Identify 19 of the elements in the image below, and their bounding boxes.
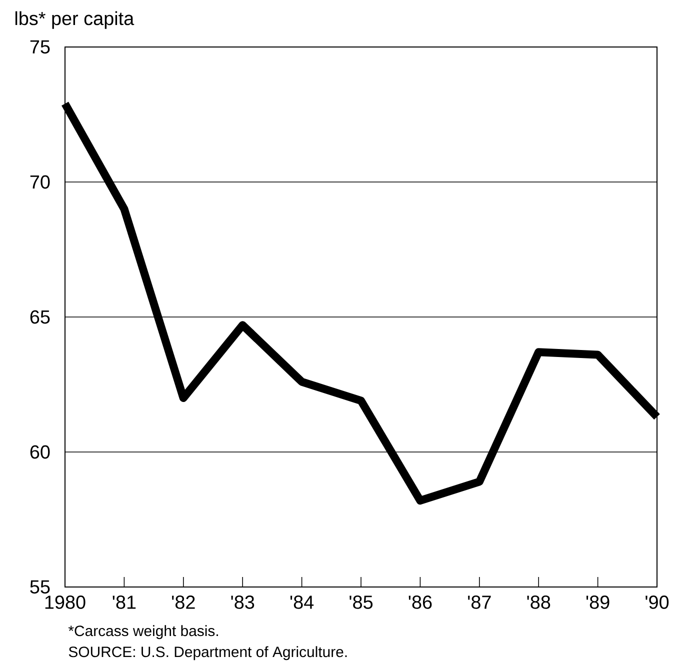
x-tick-label: '90 [646,596,669,609]
text: *Carcass weight basis. [68,625,218,640]
x-tick-label: '88 [527,596,550,609]
x-tick-label: '84 [290,596,314,609]
x-tick-label: 1980 [45,596,86,609]
x-tick-label: '83 [231,596,254,609]
y-tick-label: 70 [30,175,50,189]
x-tick-label: '86 [408,596,432,609]
x-tick-label: '85 [350,596,373,609]
y-tick-label: 55 [30,580,50,594]
x-tick-label: '81 [112,596,136,609]
x-tick-label: '82 [172,596,195,609]
y-tick-label: 65 [30,310,50,324]
x-tick-label: '89 [586,596,610,609]
y-tick-label: 60 [30,445,50,459]
source-note: SOURCE: U.S. Department of Agriculture. [68,646,347,660]
x-tick-label: '87 [468,596,491,609]
y-axis-title: lbs* per capita [15,11,134,29]
y-tick-label: 75 [30,40,50,54]
